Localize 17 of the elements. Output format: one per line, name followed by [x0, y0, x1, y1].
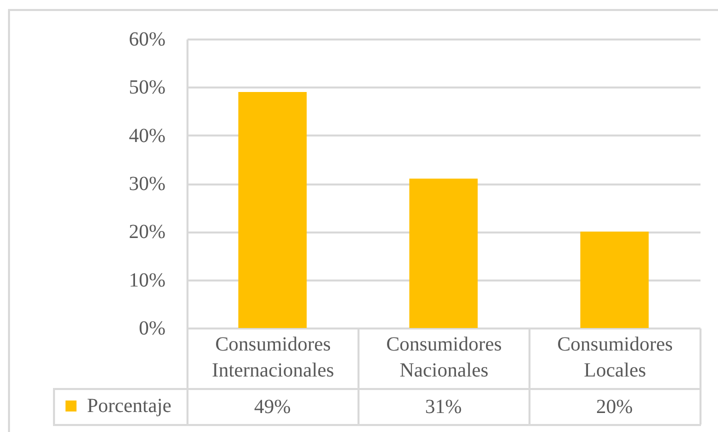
bar [409, 178, 478, 328]
x-tick-label: Consumidores Locales [557, 334, 673, 382]
y-tick-label: 30% [128, 173, 166, 195]
y-tick-label: 20% [128, 221, 166, 244]
data-label: 49% [254, 396, 291, 418]
y-tick-label: 10% [128, 269, 166, 292]
x-tick-label: Consumidores Nacionales [386, 334, 502, 382]
y-tick-label: 60% [128, 28, 166, 50]
y-tick-label: 50% [128, 76, 166, 99]
data-label: 31% [425, 396, 462, 418]
x-tick-label: Consumidores Internacionales [212, 334, 334, 382]
bar [238, 92, 307, 328]
y-tick-label: 0% [138, 318, 166, 340]
legend-label: Porcentaje [87, 395, 172, 417]
y-tick-label: 40% [128, 124, 166, 147]
data-label: 20% [596, 396, 633, 418]
bar [580, 232, 649, 328]
